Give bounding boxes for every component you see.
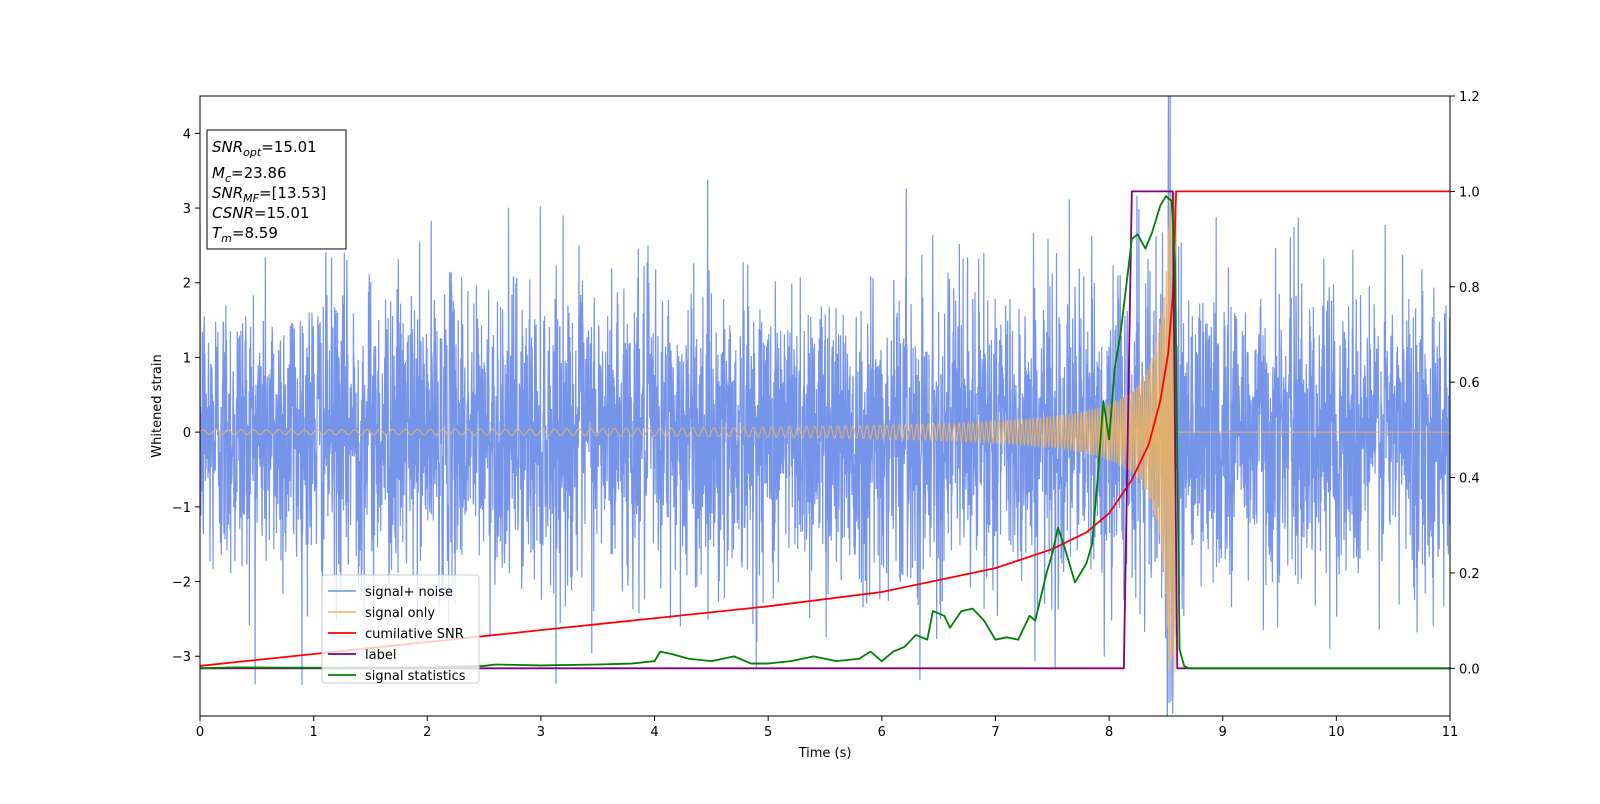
x-tick-label: 1 (309, 725, 317, 740)
series-layer (200, 96, 1450, 716)
info-tm: Tm=8.59 (212, 224, 278, 245)
y-right-tick-label: 0.2 (1459, 567, 1480, 582)
y-right-tick-label: 1.0 (1459, 185, 1480, 200)
y-right-tick-label: 0.0 (1459, 662, 1480, 677)
y-left-tick-label: 4 (183, 127, 191, 142)
x-axis-title: Time (s) (798, 746, 852, 761)
x-tick-label: 11 (1442, 725, 1459, 740)
series-signal-statistics-line (200, 195, 1450, 670)
y-left-tick-label: −3 (172, 650, 191, 665)
info-box: SNRopt=15.01 Mc=23.86 SNRMF=[13.53] CSNR… (206, 129, 347, 250)
x-tick-label: 9 (1219, 725, 1227, 740)
y-right-tick-label: 0.4 (1459, 472, 1480, 487)
y-right-tick-label: 0.8 (1459, 281, 1480, 296)
y-right-tick-label: 0.6 (1459, 376, 1480, 391)
x-tick-label: 0 (196, 725, 204, 740)
x-tick-label: 6 (878, 725, 886, 740)
y-left-tick-label: 0 (183, 426, 191, 441)
info-csnr: CSNR=15.01 (212, 204, 309, 222)
y-left-tick-label: 1 (183, 351, 191, 366)
x-tick-label: 2 (423, 725, 431, 740)
info-box-frame (206, 129, 347, 250)
legend-frame (321, 574, 480, 684)
info-snr-opt: SNRopt=15.01 (212, 138, 317, 159)
y-left-tick-label: 3 (183, 202, 191, 217)
info-snr-mf: SNRMF=[13.53] (212, 184, 326, 205)
x-tick-label: 3 (537, 725, 545, 740)
ticks-layer: 0 1 2 3 4 5 6 7 8 9 10 11 −3 −2 −1 0 1 2 3 4 0.0 0.2 0.4 0.6 0.8… (172, 90, 1480, 740)
y-left-tick-label: −2 (172, 576, 191, 591)
legend-label-signal-only: signal only (365, 606, 435, 621)
legend-label-signal-noise: signal+ noise (365, 585, 453, 600)
series-cumilative-snr-line (200, 190, 1450, 667)
series-signal-only-line (200, 189, 1450, 673)
y-right-tick-label: 1.2 (1459, 90, 1480, 105)
x-tick-label: 7 (991, 725, 999, 740)
legend-label-cumilative-snr: cumilative SNR (365, 627, 464, 642)
y-axis-title: Whitened strain (150, 354, 165, 457)
y-left-tick-label: 2 (183, 277, 191, 292)
y-left-tick-label: −1 (172, 501, 191, 516)
x-tick-label: 5 (764, 725, 772, 740)
info-mc: Mc=23.86 (212, 164, 287, 185)
x-tick-label: 4 (650, 725, 658, 740)
legend: signal+ noise signal only cumilative SNR la… (321, 574, 480, 684)
legend-label-label: label (365, 648, 396, 663)
x-tick-label: 10 (1328, 725, 1345, 740)
axes-frame (199, 95, 1451, 717)
legend-label-signal-statistics: signal statistics (365, 669, 466, 684)
x-tick-label: 8 (1105, 725, 1113, 740)
